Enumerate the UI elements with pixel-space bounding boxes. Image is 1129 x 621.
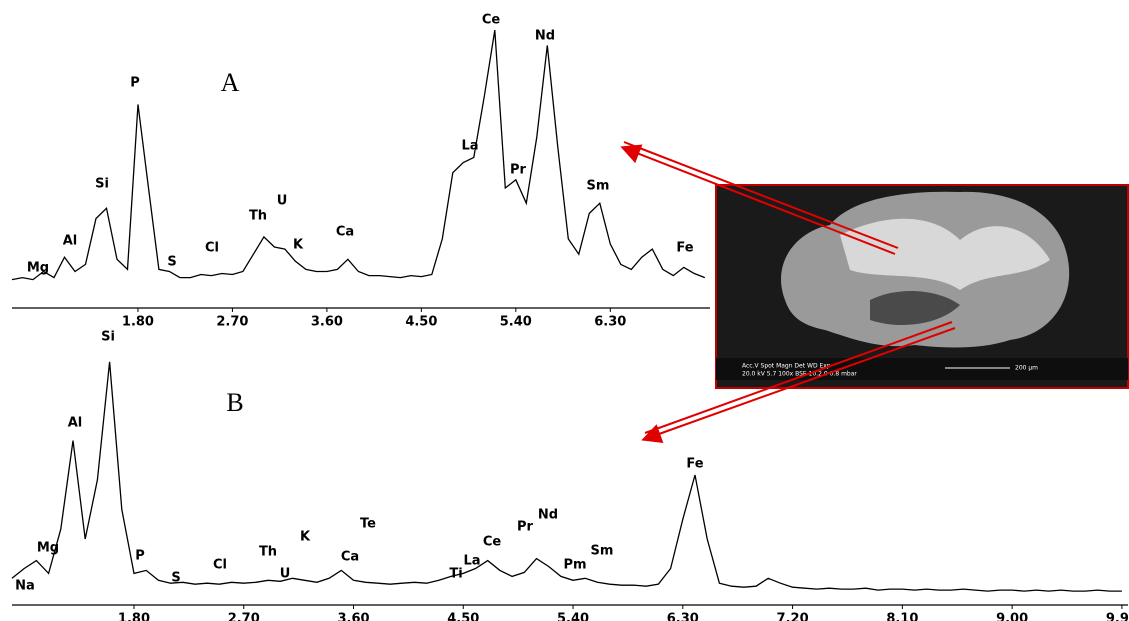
- info-header: Acc.V Spot Magn Det WD Exp: [742, 363, 831, 370]
- spectrum-line: [11, 29, 706, 281]
- peak-label: Te: [360, 517, 376, 532]
- x-tick-label: 2.70: [228, 612, 260, 621]
- arrow: [641, 327, 956, 444]
- panel-label: B: [226, 388, 243, 417]
- peak-label: S: [171, 571, 180, 586]
- peak-label: Nd: [535, 29, 555, 44]
- arrow: [620, 144, 896, 255]
- peak-label: K: [293, 238, 304, 253]
- peak-label: Pr: [517, 520, 534, 535]
- peak-label: Nd: [538, 508, 558, 523]
- x-tick-label: 5.40: [557, 612, 589, 621]
- x-tick-label: 6.30: [667, 612, 699, 621]
- peak-label: Th: [259, 545, 277, 560]
- peak-label: K: [300, 530, 311, 545]
- peak-label: Cl: [205, 241, 219, 256]
- spectra: 1.80 2.70 3.60 4.50 5.40 6.30AMgAlSiPSClThUKC…: [11, 13, 1129, 621]
- peak-label: U: [280, 567, 291, 582]
- peak-label: U: [277, 194, 288, 209]
- x-tick-label: 3.60: [311, 315, 343, 330]
- particle-shadow: [870, 290, 960, 325]
- peak-label: Si: [95, 177, 109, 192]
- peak-label: Sm: [587, 179, 610, 194]
- peak-label: Ca: [336, 225, 354, 240]
- x-tick-label: 2.70: [216, 315, 248, 330]
- x-tick-label: 1.80: [118, 612, 150, 621]
- peak-label: Al: [68, 416, 83, 431]
- sem-inset: Acc.V Spot Magn Det WD Exp 20.0 kV 5.7 1…: [715, 184, 1129, 389]
- peak-label: Pr: [510, 163, 527, 178]
- x-tick-label: 1.80: [122, 315, 154, 330]
- arrows: [620, 141, 956, 444]
- x-tick-label: 9.00: [996, 612, 1028, 621]
- peak-label: S: [167, 255, 176, 270]
- peak-label: Ca: [341, 550, 359, 565]
- spectrum-line: [11, 361, 1122, 592]
- info-values: 20.0 kV 5.7 100x BSE 10.2 0 0.8 mbar: [742, 371, 857, 378]
- peak-label: Mg: [27, 261, 49, 276]
- info-bar: [716, 358, 1128, 380]
- peak-label: Na: [15, 579, 35, 594]
- x-tick-label: 9.90: [1106, 612, 1129, 621]
- peak-label: P: [130, 76, 140, 91]
- x-tick-label: 3.60: [337, 612, 369, 621]
- peak-label: Ce: [483, 535, 502, 550]
- x-tick-label: 7.20: [777, 612, 809, 621]
- peak-label: Si: [101, 330, 115, 345]
- panel-label: A: [221, 68, 240, 97]
- x-tick-label: 4.50: [447, 612, 479, 621]
- scale-label: 200 µm: [1015, 365, 1038, 372]
- x-tick-label: 8.10: [886, 612, 918, 621]
- peak-label: Pm: [563, 558, 586, 573]
- particle-highlight: [840, 218, 1050, 290]
- x-tick-label: 4.50: [405, 315, 437, 330]
- x-tick-label: 5.40: [500, 315, 532, 330]
- peak-label: Mg: [37, 541, 59, 556]
- peak-label: Ti: [449, 567, 462, 582]
- peak-label: P: [135, 549, 145, 564]
- arrow: [644, 321, 953, 434]
- peak-label: La: [463, 554, 480, 569]
- peak-label: Fe: [686, 457, 703, 472]
- peak-label: La: [461, 139, 478, 154]
- peak-label: Sm: [591, 544, 614, 559]
- peak-label: Cl: [213, 558, 227, 573]
- peak-label: Al: [63, 234, 78, 249]
- arrow: [623, 141, 899, 249]
- peak-label: Ce: [482, 13, 501, 28]
- peak-label: Fe: [676, 241, 693, 256]
- x-tick-label: 6.30: [594, 315, 626, 330]
- peak-label: Th: [249, 209, 267, 224]
